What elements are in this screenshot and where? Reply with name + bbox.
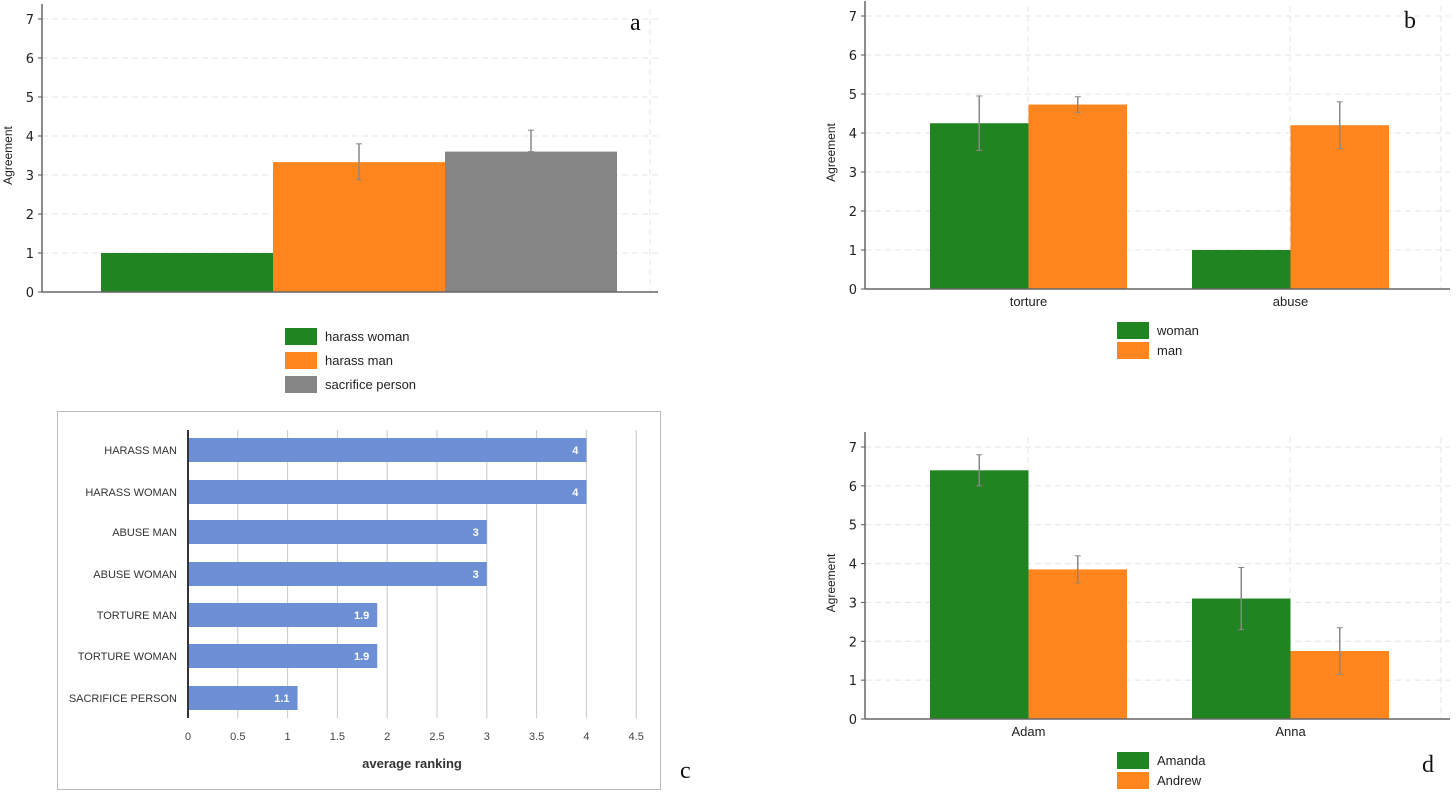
y-tick-label: 5 <box>849 88 857 103</box>
bar <box>188 644 378 668</box>
legend-swatch <box>1117 752 1149 769</box>
y-tick-label: 4 <box>26 130 34 145</box>
data-label: 3 <box>473 527 479 539</box>
panel-label: a <box>630 10 641 36</box>
legend-label: Andrew <box>1157 773 1202 788</box>
y-axis-label: Agreement <box>824 122 838 181</box>
bar <box>188 686 298 710</box>
y-tick-label: 2 <box>26 208 34 223</box>
legend: Amanda Andrew <box>1117 752 1206 789</box>
y-tick-label: 0 <box>26 286 34 301</box>
bar <box>188 562 487 586</box>
x-tick-label: 1 <box>285 731 291 743</box>
data-label: 1.9 <box>354 651 369 663</box>
data-label: 4 <box>572 487 579 499</box>
x-tick-label: 3.5 <box>529 731 544 743</box>
bar-harass-woman <box>101 253 273 292</box>
y-tick-label: SACRIFICE PERSON <box>69 693 177 705</box>
chart-panel-d: 0 1 2 3 4 5 6 7 Agreement Adam Anna Amanda Andrew d <box>824 432 1450 789</box>
y-tick-label: 5 <box>26 91 34 106</box>
legend-label: man <box>1157 343 1182 358</box>
legend-label: harass woman <box>325 329 410 344</box>
y-tick-label: 6 <box>849 480 857 495</box>
y-tick-label: 0 <box>849 713 857 728</box>
y-tick-label: TORTURE WOMAN <box>78 651 177 663</box>
chart-frame <box>57 411 661 790</box>
x-tick-label: 3 <box>484 731 490 743</box>
y-tick-label: 7 <box>849 441 857 456</box>
legend-label: sacrifice person <box>325 377 416 392</box>
y-tick-label: HARASS WOMAN <box>85 487 177 499</box>
legend: woman man <box>1117 322 1199 359</box>
y-tick-label: 5 <box>849 519 857 534</box>
data-label: 3 <box>473 569 479 581</box>
chart-panel-a: 0 1 2 3 4 5 6 7 Agreement harass woman harass man s… <box>1 4 658 393</box>
bar-sacrifice-person <box>445 151 617 292</box>
bar-amanda <box>930 470 1029 719</box>
x-tick-label: abuse <box>1273 294 1308 309</box>
bar <box>188 480 587 504</box>
bar <box>188 603 378 627</box>
legend-swatch <box>285 352 317 369</box>
legend-swatch <box>285 328 317 345</box>
legend-label: Amanda <box>1157 753 1206 768</box>
bar-man <box>1290 125 1389 289</box>
y-tick-label: 7 <box>849 10 857 25</box>
legend-swatch <box>1117 322 1149 339</box>
legend-label: harass man <box>325 353 393 368</box>
y-tick-label: 4 <box>849 558 857 573</box>
bar-andrew <box>1028 569 1127 719</box>
legend-swatch <box>1117 342 1149 359</box>
x-tick-label: torture <box>1010 294 1048 309</box>
bar <box>188 520 487 544</box>
y-tick-label: 6 <box>849 49 857 64</box>
y-tick-label: 1 <box>849 244 857 259</box>
legend-swatch <box>285 376 317 393</box>
y-tick-label: 6 <box>26 52 34 67</box>
x-tick-label: 1.5 <box>330 731 345 743</box>
x-tick-label: Adam <box>1012 724 1046 739</box>
bar-man <box>1028 104 1127 289</box>
data-label: 4 <box>572 445 579 457</box>
x-tick-label: 0 <box>185 731 191 743</box>
data-label: 1.1 <box>274 693 289 705</box>
x-tick-label: 4.5 <box>629 731 644 743</box>
chart-panel-c: 0 0.5 1 1.5 2 2.5 3 3.5 4 4.5 4 HARASS MAN 4 HARASS W… <box>57 411 691 790</box>
y-tick-label: 1 <box>26 247 34 262</box>
y-tick-label: 4 <box>849 127 857 142</box>
y-tick-label: 3 <box>26 169 34 184</box>
y-axis-label: Agreement <box>1 125 15 184</box>
x-tick-label: 2.5 <box>429 731 444 743</box>
x-tick-label: Anna <box>1275 724 1306 739</box>
x-axis-label: average ranking <box>362 756 462 771</box>
chart-panel-b: 0 1 2 3 4 5 6 7 Agreement torture abuse woman man b <box>824 1 1450 359</box>
data-label: 1.9 <box>354 610 369 622</box>
x-tick-label: 2 <box>384 731 390 743</box>
legend-swatch <box>1117 772 1149 789</box>
y-tick-label: ABUSE WOMAN <box>93 569 177 581</box>
y-tick-label: 1 <box>849 674 857 689</box>
legend-label: woman <box>1156 323 1199 338</box>
y-tick-label: ABUSE MAN <box>112 527 177 539</box>
y-tick-label: 0 <box>849 283 857 298</box>
x-tick-label: 0.5 <box>230 731 245 743</box>
bar <box>188 438 587 462</box>
y-tick-label: HARASS MAN <box>104 445 177 457</box>
panel-label: d <box>1422 752 1434 778</box>
legend: harass woman harass man sacrifice person <box>285 328 416 393</box>
y-tick-label: 2 <box>849 205 857 220</box>
x-tick-label: 4 <box>583 731 589 743</box>
panel-label: b <box>1404 8 1416 34</box>
y-axis-label: Agreement <box>824 553 838 612</box>
y-tick-label: 3 <box>849 166 857 181</box>
y-tick-label: 2 <box>849 635 857 650</box>
y-tick-label: TORTURE MAN <box>97 610 177 622</box>
y-tick-label: 3 <box>849 596 857 611</box>
y-tick-label: 7 <box>26 13 34 28</box>
bar-woman <box>1192 250 1291 289</box>
bar-harass-man <box>273 162 445 292</box>
panel-label: c <box>680 758 691 784</box>
